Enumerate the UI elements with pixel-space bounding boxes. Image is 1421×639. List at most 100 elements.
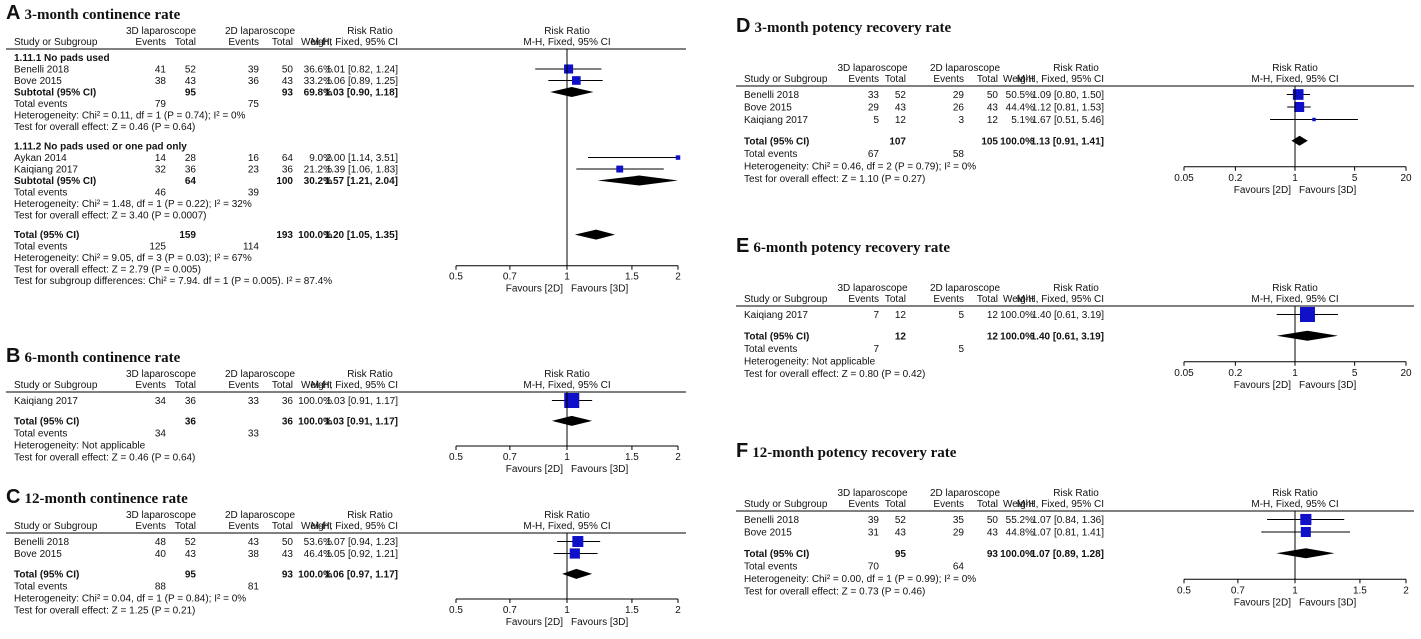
study-weight: 55.2% (1006, 515, 1034, 526)
favours-right-label: Favours [3D] (571, 617, 628, 628)
subtotal-diamond (597, 175, 678, 186)
total-events-label: Total events (14, 242, 67, 253)
x-tick-label: 0.7 (503, 452, 517, 463)
overall-effect-text: Test for overall effect: Z = 1.10 (P = 0… (744, 174, 925, 185)
study-square (1312, 117, 1316, 122)
risk-ratio-plot-header: Risk Ratio (1272, 63, 1318, 74)
study-weight: 44.8% (1006, 528, 1034, 539)
subtotal-total-2d: 100 (276, 176, 293, 187)
events-2d: 43 (248, 537, 260, 548)
overall-effect-text: Test for overall effect: Z = 0.73 (P = 0… (744, 586, 925, 597)
total-total-2d: 36 (282, 416, 294, 427)
study-column-header: Study or Subgroup (744, 74, 828, 85)
study-weight: 44.4% (1006, 103, 1034, 114)
study-name: Kaiqiang 2017 (744, 115, 808, 126)
overall-effect-text: Test for overall effect: Z = 0.80 (P = 0… (744, 369, 925, 380)
group-header-3d: 3D laparoscope (837, 488, 907, 499)
favours-right-label: Favours [3D] (571, 464, 628, 475)
panel-letter: D (736, 15, 751, 37)
x-tick-label: 20 (1400, 368, 1412, 379)
total-weight: 100.0% (1000, 331, 1034, 342)
events-header: Events (228, 521, 259, 532)
panel-title-text: 3-month continence rate (24, 7, 181, 23)
study-name: Bove 2015 (744, 103, 792, 114)
total-diamond (1276, 548, 1335, 559)
total-events-2d: 64 (953, 561, 965, 572)
total-events-2d: 81 (248, 581, 260, 592)
events-3d: 7 (873, 310, 879, 321)
study-ci-text: 1.03 [0.91, 1.17] (326, 396, 399, 407)
risk-ratio-plot-header: Risk Ratio (1272, 488, 1318, 499)
total-2d: 50 (282, 65, 294, 76)
x-tick-label: 0.5 (449, 452, 463, 463)
total-events-label: Total events (744, 561, 797, 572)
study-ci-text: 2.00 [1.14, 3.51] (326, 153, 399, 164)
total-events-3d: 34 (155, 428, 167, 439)
study-weight: 46.4% (304, 549, 332, 560)
overall-effect-text: Test for overall effect: Z = 1.25 (P = 0… (14, 605, 195, 616)
favours-left-label: Favours [2D] (1234, 597, 1291, 608)
overall-effect-text: Test for overall effect: Z = 0.46 (P = 0… (14, 452, 195, 463)
subtotal-ci-text: 1.57 [1.21, 2.04] (325, 176, 398, 187)
total-events-3d: 46 (155, 188, 167, 199)
total-header: Total (175, 380, 196, 391)
risk-ratio-plot-header: Risk Ratio (1272, 283, 1318, 294)
panel-title-text: 12-month continence rate (24, 491, 188, 507)
forest-panel-a: A 3-month continence rate 3D laparoscope 2… (6, 2, 696, 348)
study-name: Kaiqiang 2017 (14, 396, 78, 407)
panel-title: B 6-month continence rate (6, 345, 180, 368)
study-square (564, 64, 574, 74)
weight-header: Weight (301, 521, 332, 532)
total-header: Total (885, 294, 906, 305)
study-square (564, 393, 580, 408)
subgroup-label: 1.11.2 No pads used or one pad only (14, 142, 187, 153)
events-3d: 41 (155, 65, 167, 76)
heterogeneity-text: Heterogeneity: Chi² = 1.48, df = 1 (P = … (14, 199, 252, 210)
study-square (675, 155, 681, 160)
total-events-2d: 39 (248, 188, 260, 199)
total-events-label: Total events (14, 581, 67, 592)
total-events-label: Total events (744, 149, 797, 160)
total-events-2d: 114 (243, 242, 259, 253)
method-header: M-H, Fixed, 95% CI (311, 37, 398, 48)
risk-ratio-header: Risk Ratio (347, 510, 393, 521)
x-tick-label: 2 (1403, 585, 1409, 596)
events-3d: 29 (868, 103, 880, 114)
favours-left-label: Favours [2D] (506, 284, 563, 295)
panel-title-text: 6-month potency recovery rate (753, 240, 951, 256)
total-total-2d: 12 (987, 331, 999, 342)
events-3d: 31 (868, 528, 880, 539)
events-2d: 33 (248, 396, 260, 407)
events-header: Events (848, 499, 879, 510)
x-tick-label: 0.5 (1177, 585, 1191, 596)
panel-title: A 3-month continence rate (6, 2, 180, 25)
x-tick-label: 0.05 (1174, 368, 1194, 379)
total-diamond (574, 229, 616, 240)
study-square (569, 548, 580, 559)
panel-letter: E (736, 235, 750, 257)
study-column-header: Study or Subgroup (744, 499, 828, 510)
study-name: Benelli 2018 (744, 515, 799, 526)
total-header: Total (885, 499, 906, 510)
overall-effect-text: Test for overall effect: Z = 0.46 (P = 0… (14, 122, 195, 133)
total-events-label: Total events (14, 99, 67, 110)
forest-panel-d: D 3-month potency recovery rate 3D laparo… (736, 15, 1416, 215)
events-3d: 38 (155, 76, 167, 87)
group-header-2d: 2D laparoscope (225, 510, 295, 521)
x-tick-label: 5 (1352, 368, 1358, 379)
total-2d: 50 (282, 537, 294, 548)
group-header-3d: 3D laparoscope (126, 369, 196, 380)
events-header: Events (848, 294, 879, 305)
x-tick-label: 20 (1400, 173, 1412, 184)
x-tick-label: 5 (1352, 173, 1358, 184)
risk-ratio-plot-header: Risk Ratio (544, 369, 590, 380)
forest-plot-d: 3D laparoscope 2D laparoscope Risk Ratio Ri… (736, 63, 1414, 196)
total-label: Total (95% CI) (744, 136, 809, 147)
events-header: Events (135, 521, 166, 532)
forest-plot-c: 3D laparoscope 2D laparoscope Risk Ratio Ri… (6, 510, 686, 628)
study-square (1299, 307, 1315, 322)
total-events-3d: 70 (868, 561, 880, 572)
study-ci-text: 1.40 [0.61, 3.19] (1032, 310, 1105, 321)
total-3d: 52 (895, 515, 907, 526)
study-weight: 100.0% (1000, 310, 1034, 321)
